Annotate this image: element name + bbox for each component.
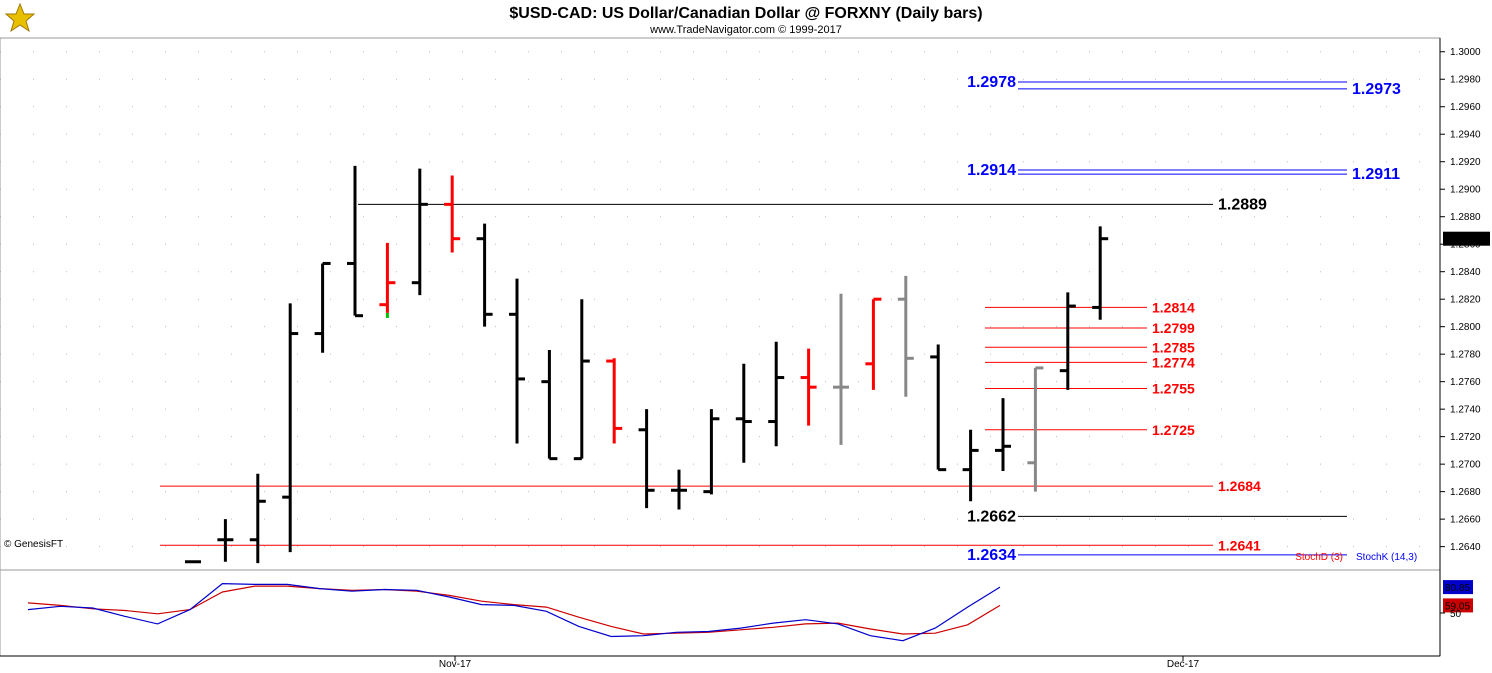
level-label: 1.2973 [1352, 81, 1401, 98]
ohlc-bar [444, 175, 461, 253]
ohlc-bar [735, 363, 752, 463]
ohlc-bar [1059, 292, 1076, 390]
y-tick-label: 1.2920 [1450, 157, 1481, 168]
level-label: 1.2634 [967, 547, 1016, 564]
ohlc-bar [476, 223, 493, 327]
chart-subtitle: www.TradeNavigator.com © 1999-2017 [649, 24, 842, 36]
stoch-d-value-box [1443, 598, 1473, 613]
y-axis: 1.3000 1.2980 1.2960 1.2940 1.2920 1.2900 1.28… [1440, 47, 1481, 553]
ohlc-bar [638, 409, 655, 509]
y-tick-label: 1.2700 [1450, 460, 1481, 471]
price-bars [185, 165, 1109, 564]
y-tick-label: 1.2720 [1450, 432, 1481, 443]
price-gridlines [0, 51, 1440, 548]
ohlc-bar [379, 242, 396, 318]
x-axis: Nov-17 Dec-17 [439, 656, 1200, 670]
ohlc-bar [606, 358, 623, 444]
ohlc-bar [833, 293, 849, 445]
level-label: 1.2684 [1218, 478, 1261, 494]
y-tick-label: 1.2900 [1450, 185, 1481, 196]
level-label: 1.2799 [1152, 320, 1195, 336]
level-label: 1.2725 [1152, 422, 1195, 438]
level-label: 1.2911 [1352, 166, 1400, 183]
ohlc-bar [995, 398, 1011, 472]
ohlc-bar [768, 341, 785, 447]
y-tick-label: 1.2640 [1450, 542, 1481, 553]
y-tick-label: 1.2820 [1450, 295, 1481, 306]
ohlc-bar [411, 168, 428, 296]
y-tick-label: 1.2660 [1450, 515, 1481, 526]
ohlc-bar [314, 261, 331, 353]
ohlc-bar [347, 165, 363, 318]
y-tick-label: 1.3000 [1450, 47, 1481, 58]
chart-title: $USD-CAD: US Dollar/Canadian Dollar @ FO… [509, 5, 982, 22]
last-price-box [1443, 231, 1490, 246]
level-label: 1.2814 [1152, 299, 1195, 315]
ohlc-bar [217, 519, 234, 562]
logo-icon [4, 2, 36, 33]
ohlc-bar [930, 344, 947, 472]
ohlc-bar [865, 297, 882, 390]
y-tick-label: 1.2880 [1450, 212, 1481, 223]
ohlc-bar [671, 469, 687, 510]
level-label: 1.2641 [1218, 537, 1261, 553]
stochastic-panel [0, 569, 1441, 657]
stoch-k-line [27, 582, 1001, 642]
y-tick-label: 1.2680 [1450, 487, 1481, 498]
last-price-label: 1.2864 [1445, 235, 1476, 246]
last-price-marker: 1.2864 [1443, 231, 1490, 246]
stoch-50-label: 50 [1450, 609, 1462, 620]
level-label: 1.2914 [967, 162, 1016, 179]
ohlc-bar [541, 350, 558, 461]
watermark: © GenesisFT [4, 539, 63, 550]
ohlc-bar [249, 473, 266, 564]
ohlc-bar [703, 409, 720, 495]
y-tick-label: 1.2980 [1450, 75, 1481, 86]
level-label: 1.2662 [967, 508, 1016, 525]
ohlc-bar [800, 348, 817, 426]
level-label: 1.2785 [1152, 339, 1195, 355]
stoch-d-value: 59.05 [1445, 601, 1470, 612]
stochastic-lines [27, 582, 1001, 642]
level-label: 1.2978 [967, 74, 1016, 91]
level-label: 1.2755 [1152, 381, 1195, 397]
ohlc-bar [897, 275, 914, 397]
y-tick-label: 1.2780 [1450, 350, 1481, 361]
ohlc-bar [282, 303, 299, 553]
ohlc-bar [1092, 226, 1109, 320]
ohlc-bar [962, 429, 979, 502]
level-label: 1.2774 [1152, 354, 1195, 370]
level-label: 1.2889 [1218, 196, 1267, 213]
stoch-d-line [27, 585, 1001, 635]
stoch-k-legend: StochK (14,3) [1356, 552, 1417, 563]
ohlc-bar [573, 299, 590, 461]
ohlc-bar [509, 278, 525, 444]
stoch-k-value-box [1443, 580, 1473, 595]
level-lines: 1.2978 1.2973 1.2914 1.2911 1.2889 1.2814 1.27… [160, 74, 1401, 564]
x-tick-label: Dec-17 [1167, 659, 1200, 670]
ohlc-bar [1027, 366, 1044, 492]
y-tick-label: 1.2940 [1450, 130, 1481, 141]
y-tick-label: 1.2760 [1450, 377, 1481, 388]
x-tick-label: Nov-17 [439, 659, 472, 670]
y-tick-label: 1.2800 [1450, 322, 1481, 333]
y-tick-label: 1.2840 [1450, 267, 1481, 278]
stoch-k-value: 80.85 [1445, 583, 1470, 594]
stoch-d-legend: StochD (3) [1295, 552, 1343, 563]
y-tick-label: 1.2740 [1450, 405, 1481, 416]
y-tick-label: 1.2960 [1450, 102, 1481, 113]
